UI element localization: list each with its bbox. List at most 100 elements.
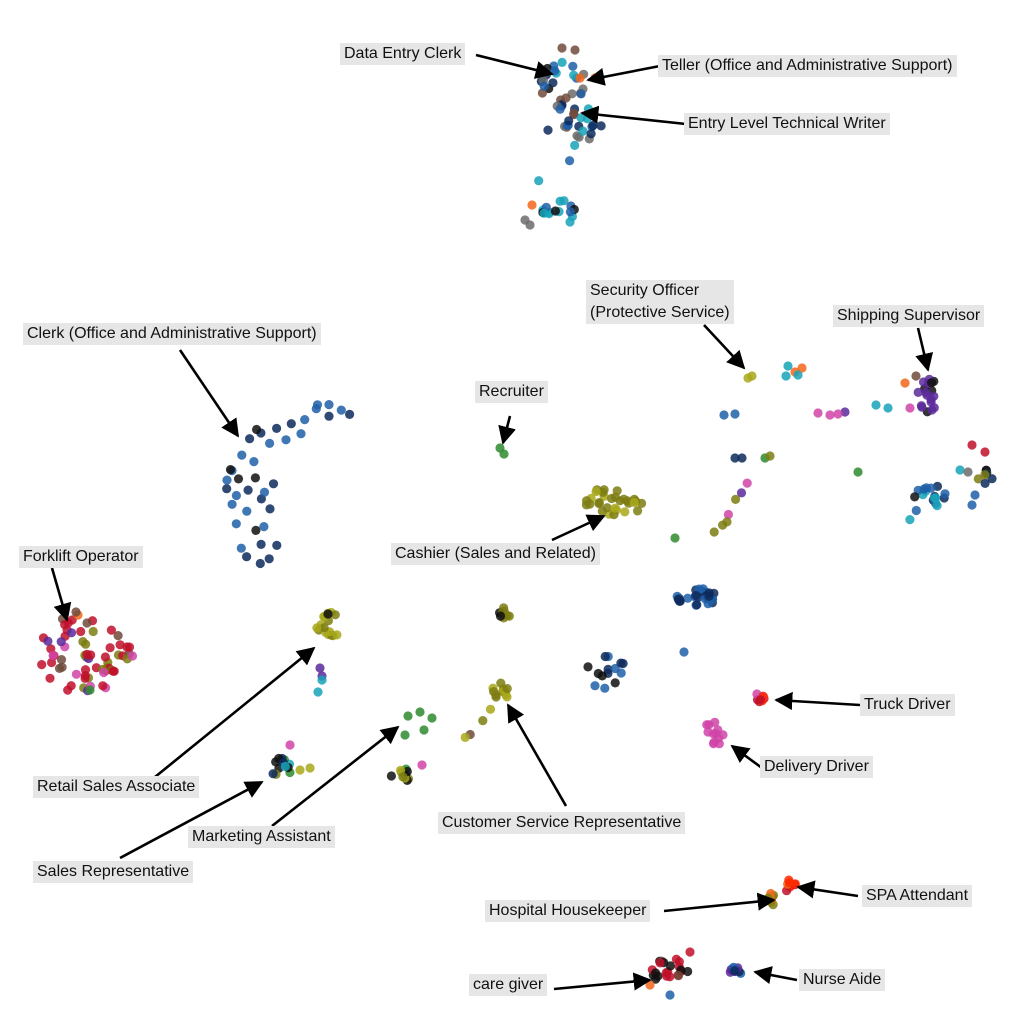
point-54 bbox=[534, 176, 544, 186]
point-366 bbox=[927, 405, 937, 415]
point-268 bbox=[594, 498, 604, 508]
label-entry-level-technical-writer: Entry Level Technical Writer bbox=[684, 113, 890, 135]
point-97 bbox=[242, 552, 252, 562]
label-retail-sales-associate: Retail Sales Associate bbox=[33, 776, 200, 798]
point-325 bbox=[610, 678, 620, 688]
point-136 bbox=[56, 655, 67, 665]
point-314 bbox=[692, 600, 702, 610]
point-208 bbox=[268, 769, 278, 779]
point-197 bbox=[323, 609, 333, 619]
point-66 bbox=[555, 196, 565, 206]
point-281 bbox=[633, 506, 643, 516]
point-194 bbox=[319, 623, 329, 633]
point-394 bbox=[905, 515, 915, 525]
point-170 bbox=[99, 667, 109, 678]
point-296 bbox=[683, 593, 693, 603]
point-53 bbox=[565, 156, 575, 166]
point-52 bbox=[570, 140, 580, 150]
point-244 bbox=[502, 684, 512, 694]
arrow-truck-driver bbox=[774, 691, 861, 711]
point-330 bbox=[593, 668, 603, 679]
point-326 bbox=[583, 662, 593, 672]
point-220 bbox=[419, 725, 429, 735]
point-338 bbox=[719, 410, 729, 420]
point-177 bbox=[63, 685, 73, 695]
arrow-teller bbox=[586, 64, 661, 86]
point-468 bbox=[673, 971, 684, 981]
point-92 bbox=[268, 479, 279, 489]
point-376 bbox=[825, 410, 835, 420]
point-79 bbox=[272, 423, 282, 433]
arrow-spa-attendant bbox=[796, 880, 859, 899]
point-407 bbox=[980, 470, 990, 480]
point-339 bbox=[730, 409, 740, 419]
label-clerk: Clerk (Office and Administrative Support… bbox=[23, 323, 321, 345]
point-310 bbox=[691, 591, 701, 601]
label-cashier: Cashier (Sales and Related) bbox=[391, 543, 600, 565]
point-256 bbox=[495, 611, 506, 621]
point-328 bbox=[616, 668, 626, 678]
point-397 bbox=[955, 465, 965, 475]
point-283 bbox=[582, 496, 592, 506]
point-471 bbox=[651, 968, 661, 978]
point-110 bbox=[250, 473, 260, 483]
point-166 bbox=[108, 666, 118, 676]
point-368 bbox=[913, 387, 923, 397]
arrow-sales-representative bbox=[119, 780, 264, 860]
label-security-officer-line1: Security Officer bbox=[590, 282, 700, 299]
point-474 bbox=[665, 990, 675, 1000]
point-100 bbox=[272, 540, 282, 551]
point-410 bbox=[963, 467, 973, 477]
point-68 bbox=[565, 207, 576, 217]
point-172 bbox=[124, 642, 135, 652]
point-313 bbox=[704, 588, 714, 598]
point-370 bbox=[900, 378, 910, 388]
point-324 bbox=[600, 651, 610, 662]
point-232 bbox=[417, 760, 427, 770]
point-392 bbox=[930, 493, 940, 503]
point-46 bbox=[596, 121, 606, 131]
point-32 bbox=[543, 125, 553, 135]
point-109 bbox=[324, 411, 334, 421]
point-364 bbox=[927, 378, 937, 388]
point-399 bbox=[980, 447, 990, 457]
point-195 bbox=[330, 610, 340, 620]
point-162 bbox=[100, 652, 110, 662]
point-96 bbox=[256, 539, 266, 550]
point-404 bbox=[980, 478, 990, 488]
label-data-entry-clerk: Data Entry Clerk bbox=[340, 43, 466, 65]
point-374 bbox=[883, 403, 893, 413]
point-378 bbox=[833, 409, 843, 419]
point-161 bbox=[106, 625, 116, 635]
point-22 bbox=[539, 81, 549, 91]
point-102 bbox=[225, 465, 236, 475]
point-284 bbox=[629, 497, 639, 508]
point-193 bbox=[332, 630, 342, 640]
point-401 bbox=[973, 474, 983, 484]
point-64 bbox=[550, 206, 561, 216]
point-113 bbox=[71, 669, 81, 679]
point-173 bbox=[98, 681, 108, 691]
point-43 bbox=[578, 126, 588, 136]
label-security-officer: Security Officer (Protective Service) bbox=[586, 280, 734, 324]
arrow-customer-service-representative bbox=[506, 703, 568, 807]
point-51 bbox=[570, 45, 580, 55]
point-350 bbox=[722, 517, 732, 527]
label-security-officer-line2: (Protective Service) bbox=[590, 304, 730, 321]
point-241 bbox=[489, 687, 499, 697]
label-recruiter: Recruiter bbox=[475, 381, 548, 403]
point-278 bbox=[607, 493, 617, 504]
arrow-retail-sales-associate bbox=[154, 646, 316, 779]
point-98 bbox=[264, 554, 274, 564]
point-218 bbox=[415, 707, 425, 717]
point-408 bbox=[967, 500, 977, 510]
point-9 bbox=[561, 93, 571, 103]
scatter-points bbox=[37, 43, 997, 1000]
point-277 bbox=[619, 494, 629, 504]
point-19 bbox=[537, 88, 548, 98]
point-105 bbox=[252, 424, 262, 435]
arrow-cashier bbox=[551, 514, 606, 542]
point-216 bbox=[305, 763, 315, 773]
point-332 bbox=[747, 371, 757, 381]
point-361 bbox=[917, 402, 927, 412]
